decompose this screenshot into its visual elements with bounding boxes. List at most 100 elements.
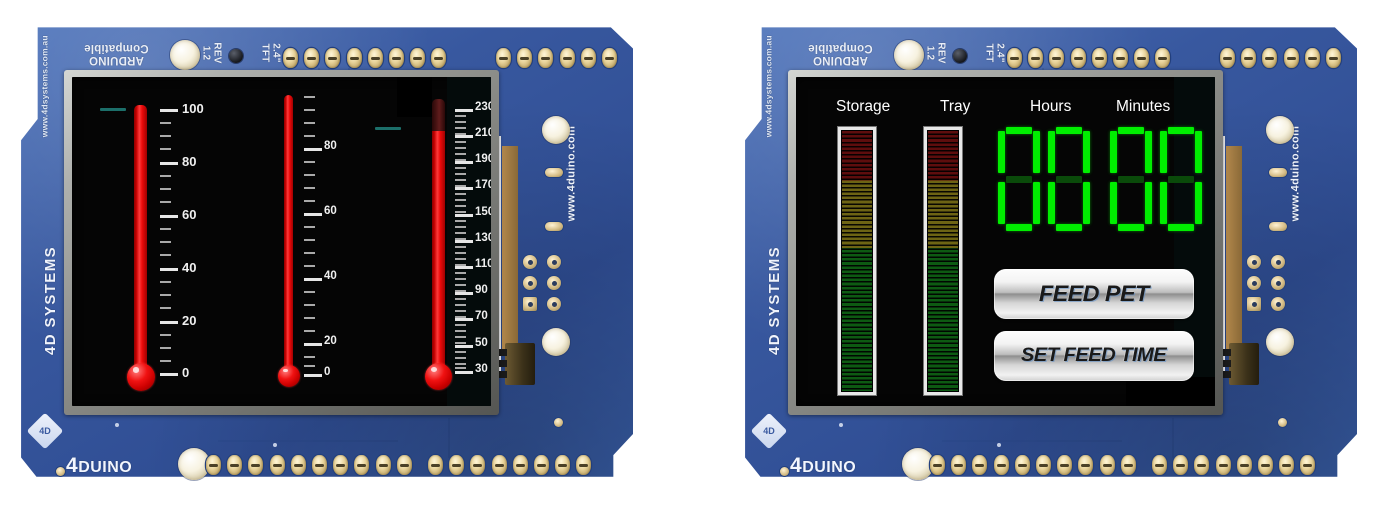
- header-pin[interactable]: [1173, 455, 1189, 475]
- header-pin[interactable]: [1283, 48, 1299, 68]
- tray-gauge[interactable]: [924, 127, 962, 395]
- header-pin[interactable]: [1152, 455, 1167, 475]
- header-pins-top-left[interactable]: [1007, 48, 1171, 68]
- header-pin[interactable]: [1120, 455, 1136, 475]
- logo-main: DUINO: [802, 459, 857, 476]
- flex-connector: [502, 146, 518, 356]
- segment-a: [1168, 127, 1194, 134]
- silk-tft-line1: 2.4": [270, 43, 282, 63]
- header-pin[interactable]: [431, 48, 447, 68]
- header-pin[interactable]: [1155, 48, 1171, 68]
- header-pin[interactable]: [1070, 48, 1086, 68]
- header-pin[interactable]: [283, 48, 298, 68]
- header-pin[interactable]: [1049, 48, 1065, 68]
- solder-pad-dot: [780, 467, 789, 476]
- header-pins-top-left[interactable]: [283, 48, 447, 68]
- header-pin[interactable]: [1078, 455, 1094, 475]
- header-pin[interactable]: [248, 455, 264, 475]
- header-pin[interactable]: [601, 48, 617, 68]
- header-pin[interactable]: [346, 48, 362, 68]
- header-pins-bottom-right[interactable]: [1152, 455, 1316, 475]
- header-pin[interactable]: [375, 455, 391, 475]
- thermometer-2[interactable]: 80 60 40 20: [222, 77, 372, 406]
- tick-label: 30: [475, 363, 488, 375]
- set-feed-time-button[interactable]: SET FEED TIME: [994, 331, 1194, 381]
- pet-feeder-screen[interactable]: Storage Tray Hours Minutes: [796, 77, 1215, 406]
- header-pin[interactable]: [396, 455, 412, 475]
- header-pins-top-right[interactable]: [1220, 48, 1341, 68]
- header-pin[interactable]: [1325, 48, 1341, 68]
- header-pin[interactable]: [410, 48, 426, 68]
- header-pin[interactable]: [1194, 455, 1210, 475]
- hours-digit-1: [996, 127, 1042, 231]
- header-pin[interactable]: [290, 455, 306, 475]
- header-pin[interactable]: [367, 48, 383, 68]
- header-pin[interactable]: [576, 455, 592, 475]
- header-pin[interactable]: [1091, 48, 1107, 68]
- header-pin[interactable]: [311, 455, 327, 475]
- tick-label: 40: [324, 270, 337, 282]
- header-pin[interactable]: [972, 455, 988, 475]
- header-pins-top-right[interactable]: [496, 48, 617, 68]
- header-pin[interactable]: [517, 48, 533, 68]
- header-pin[interactable]: [470, 455, 486, 475]
- time-display[interactable]: [996, 127, 1202, 237]
- header-pin[interactable]: [333, 455, 349, 475]
- header-pin[interactable]: [533, 455, 549, 475]
- header-pin[interactable]: [580, 48, 596, 68]
- header-pin[interactable]: [993, 455, 1009, 475]
- feed-pet-button[interactable]: FEED PET: [994, 269, 1194, 319]
- header-pin[interactable]: [1257, 455, 1273, 475]
- header-pin[interactable]: [512, 455, 528, 475]
- header-pin[interactable]: [496, 48, 511, 68]
- header-pin[interactable]: [428, 455, 443, 475]
- header-pin[interactable]: [538, 48, 554, 68]
- header-pin[interactable]: [1241, 48, 1257, 68]
- header-pin[interactable]: [304, 48, 320, 68]
- header-pin[interactable]: [206, 455, 221, 475]
- thermometer-1-bulb: [127, 363, 155, 391]
- header-pin[interactable]: [449, 455, 465, 475]
- header-pin[interactable]: [1300, 455, 1316, 475]
- header-pin[interactable]: [1028, 48, 1044, 68]
- silk-rev-line2: 1.2: [200, 45, 212, 61]
- right-board: ARDUINO Compatible www.4dsystems.com.au …: [742, 18, 1357, 488]
- minutes-label: Minutes: [1116, 98, 1171, 115]
- header-pins-bottom-left[interactable]: [206, 455, 412, 475]
- header-pin[interactable]: [354, 455, 370, 475]
- header-pin[interactable]: [930, 455, 945, 475]
- mounting-hole-top: [170, 40, 200, 70]
- reset-button[interactable]: [953, 49, 967, 63]
- segment-e: [1048, 182, 1055, 224]
- header-pins-bottom-right[interactable]: [428, 455, 592, 475]
- header-pin[interactable]: [951, 455, 967, 475]
- header-pin[interactable]: [388, 48, 404, 68]
- header-pin[interactable]: [227, 455, 243, 475]
- header-pin[interactable]: [1007, 48, 1022, 68]
- header-pin[interactable]: [1099, 455, 1115, 475]
- header-pin[interactable]: [491, 455, 507, 475]
- header-pin[interactable]: [555, 455, 571, 475]
- header-pin[interactable]: [1112, 48, 1128, 68]
- thermometer-screen[interactable]: 100 80 60 40 20 0: [72, 77, 491, 406]
- tick-label: 0: [182, 365, 190, 380]
- silk-arduino-line1: ARDUINO: [88, 54, 144, 66]
- header-pin[interactable]: [1236, 455, 1252, 475]
- header-pin[interactable]: [1014, 455, 1030, 475]
- header-pin[interactable]: [1304, 48, 1320, 68]
- header-pin[interactable]: [1262, 48, 1278, 68]
- header-pin[interactable]: [1035, 455, 1051, 475]
- header-pin[interactable]: [1134, 48, 1150, 68]
- header-pin[interactable]: [1279, 455, 1295, 475]
- header-pin[interactable]: [325, 48, 341, 68]
- header-pin[interactable]: [1215, 455, 1231, 475]
- header-pin[interactable]: [269, 455, 285, 475]
- storage-gauge[interactable]: [838, 127, 876, 395]
- header-pins-bottom-left[interactable]: [930, 455, 1136, 475]
- header-pin[interactable]: [559, 48, 575, 68]
- thermometer-3[interactable]: 230 210 190 170: [367, 77, 491, 406]
- thermometer-1[interactable]: 100 80 60 40 20 0: [72, 77, 232, 406]
- header-pin[interactable]: [1220, 48, 1235, 68]
- reset-button[interactable]: [229, 49, 243, 63]
- header-pin[interactable]: [1057, 455, 1073, 475]
